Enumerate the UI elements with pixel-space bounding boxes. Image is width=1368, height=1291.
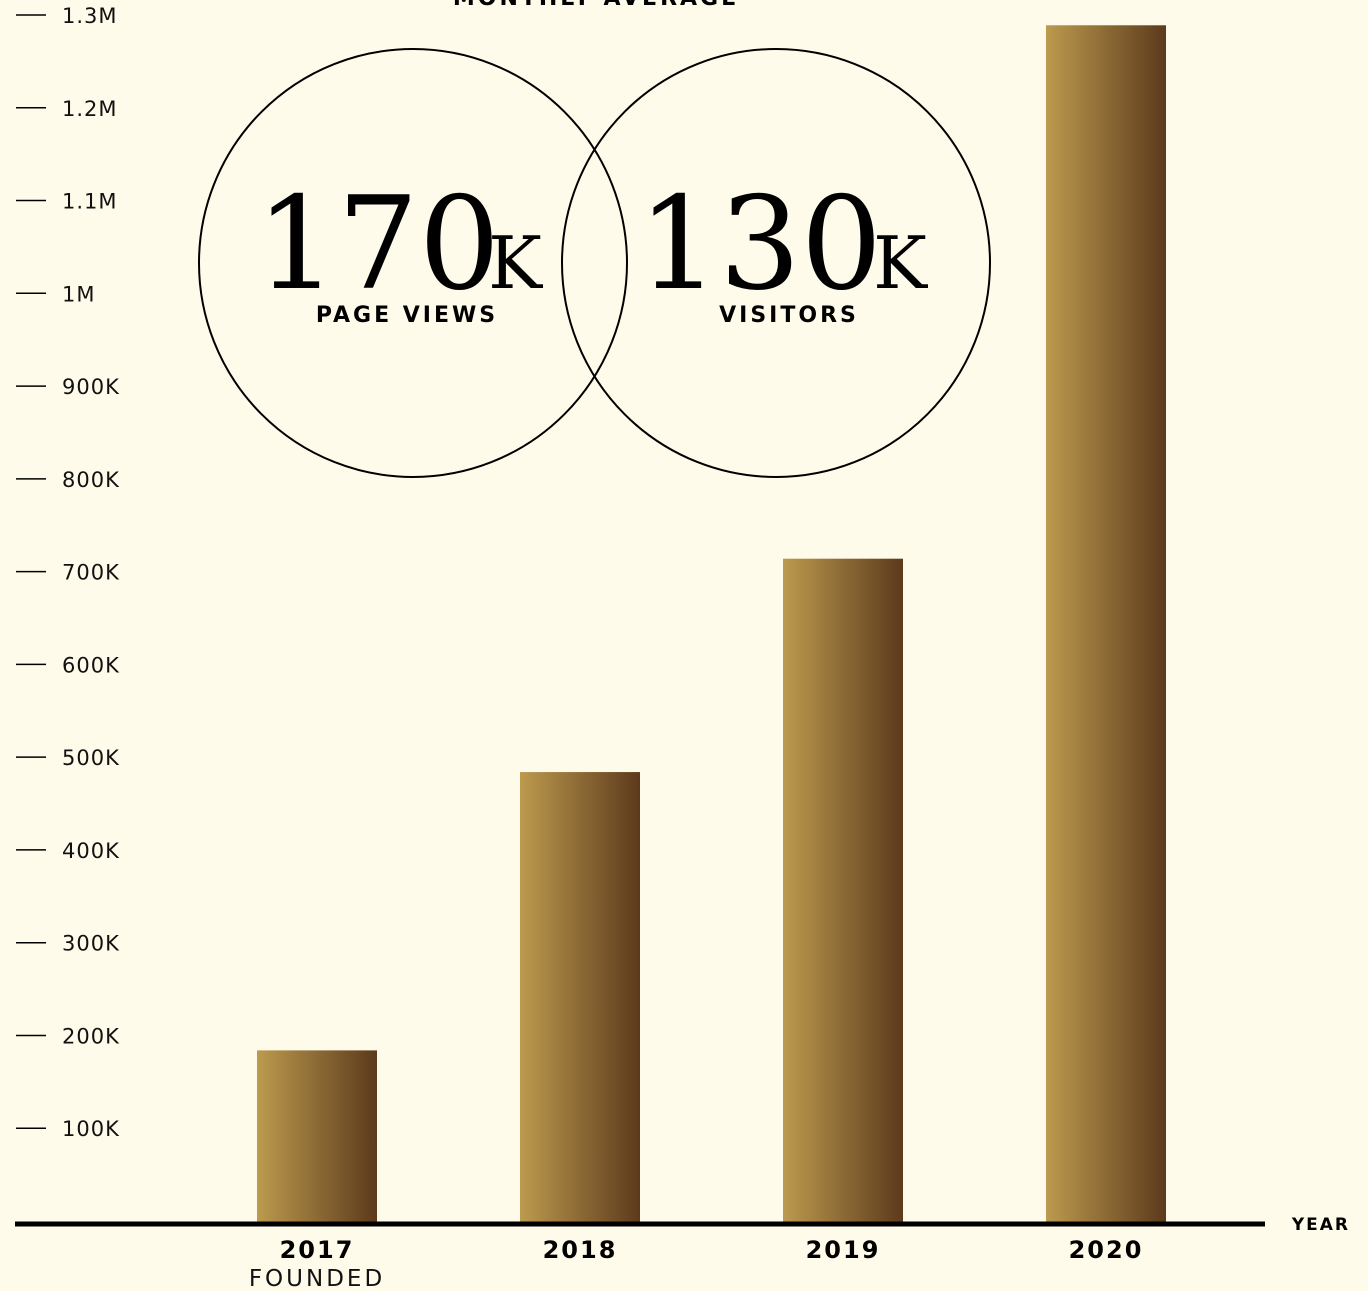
stat-page-views: 170 K PAGE VIEWS <box>198 48 628 478</box>
y-tick-label: 600K <box>62 653 120 677</box>
stat-unit-visitors: K <box>873 221 928 305</box>
y-tick-label: 1M <box>62 282 95 306</box>
bar <box>1046 25 1166 1222</box>
stat-circle-page-views <box>198 48 628 478</box>
y-tick-label: 1.3M <box>62 4 118 28</box>
x-tick-note: FOUNDED <box>249 1266 385 1291</box>
y-tick-label: 700K <box>62 561 120 585</box>
stat-label-page-views: PAGE VIEWS <box>316 303 498 328</box>
y-tick-label: 800K <box>62 468 120 492</box>
chart-header-title: MONTHLY AVERAGE <box>453 0 739 11</box>
y-tick-label: 300K <box>62 932 120 956</box>
y-tick-label: 900K <box>62 375 120 399</box>
y-tick-label: 1.2M <box>62 97 118 121</box>
y-tick-label: 400K <box>62 839 120 863</box>
bar <box>257 1050 377 1222</box>
stat-value-page-views: 170 <box>256 170 500 319</box>
x-tick-label: 2019 <box>806 1236 881 1264</box>
y-tick-label: 500K <box>62 746 120 770</box>
x-tick-label: 2020 <box>1069 1236 1144 1264</box>
x-axis-title: YEAR <box>1291 1215 1350 1235</box>
stat-value-visitors: 130 <box>638 170 882 319</box>
y-axis: 100K 200K 300K 400K 500K 600K 700K 800K 900K 1M 1.… <box>16 4 120 1141</box>
stat-circle-visitors <box>561 48 991 478</box>
stat-label-visitors: VISITORS <box>719 303 859 328</box>
bar <box>783 558 903 1222</box>
x-tick-label: 2018 <box>543 1236 618 1264</box>
y-tick-label: 100K <box>62 1117 120 1141</box>
bars <box>257 25 1166 1222</box>
y-tick-label: 1.1M <box>62 190 118 214</box>
bar <box>520 772 640 1222</box>
stat-unit-page-views: K <box>488 221 543 305</box>
y-tick-label: 200K <box>62 1024 120 1048</box>
stat-visitors: 130 K VISITORS <box>561 48 991 478</box>
x-tick-label: 2017 <box>280 1236 355 1264</box>
